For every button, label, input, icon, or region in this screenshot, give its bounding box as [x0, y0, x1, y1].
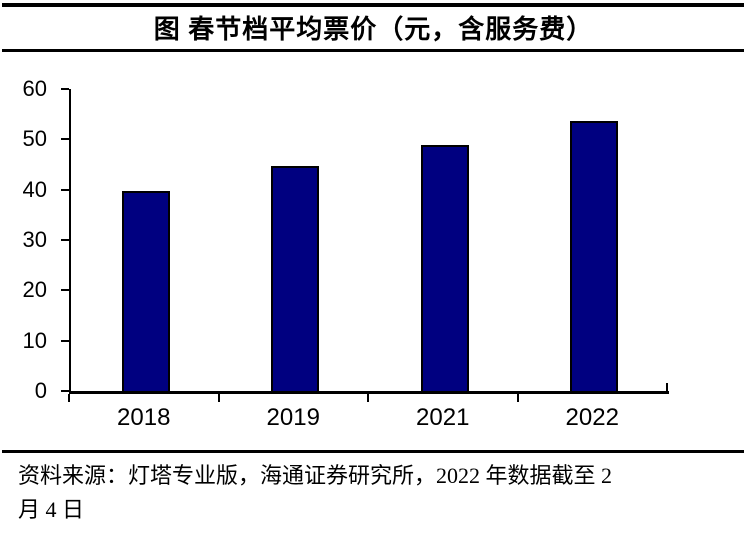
y-tick-label: 60: [22, 76, 47, 101]
source-note-line1: 资料来源：灯塔专业版，海通证券研究所，2022 年数据截至 2: [18, 463, 613, 488]
y-tick-mark: [61, 88, 69, 90]
source-note: 资料来源：灯塔专业版，海通证券研究所，2022 年数据截至 2 月 4 日: [18, 459, 733, 527]
source-divider-rule: [2, 450, 744, 453]
title-divider-rule: [2, 49, 744, 52]
chart-title: 图 春节档平均票价（元，含服务费）: [153, 15, 594, 44]
x-axis: 2018 2019 2021 2022: [68, 383, 668, 434]
y-tick-mark: [61, 390, 69, 392]
y-tick-mark: [61, 239, 69, 241]
y-tick-mark: [61, 188, 69, 191]
x-tick-mark: [367, 394, 369, 402]
top-rule: [2, 3, 744, 7]
y-tick-mark: [61, 138, 69, 141]
x-tick-label: 2021: [416, 404, 470, 431]
plot-area: [69, 89, 669, 394]
x-axis-corner-tick: [68, 394, 70, 402]
y-tick-label: 20: [22, 277, 47, 303]
bar-2019: [271, 166, 320, 391]
x-tick-label: 2019: [266, 404, 320, 431]
x-tick-mark: [516, 394, 519, 402]
y-tick-label: 40: [22, 176, 47, 202]
source-note-line2: 月 4 日: [18, 497, 85, 522]
x-tick-mark: [666, 383, 668, 391]
y-tick-mark: [61, 289, 69, 292]
y-tick-mark: [61, 339, 69, 342]
x-tick-label: 2022: [565, 404, 619, 431]
y-tick-label: 0: [34, 378, 47, 403]
bar-2021: [420, 145, 469, 391]
bar-2022: [570, 121, 619, 391]
y-tick-label: 10: [22, 327, 47, 353]
bar-2018: [121, 191, 170, 391]
y-tick-label: 30: [22, 227, 47, 252]
y-tick-label: 50: [22, 126, 47, 152]
x-tick-mark: [217, 394, 220, 402]
y-axis: 0 10 20 30 40 50 60: [0, 78, 69, 402]
x-tick-label: 2018: [117, 404, 171, 431]
